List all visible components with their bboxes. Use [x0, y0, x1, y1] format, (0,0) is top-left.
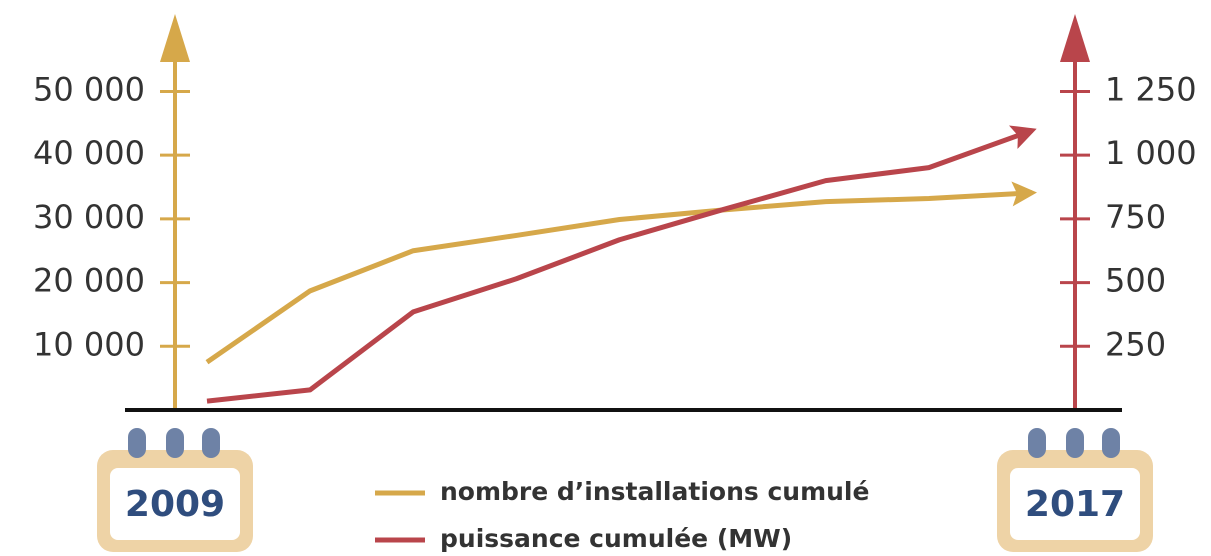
calendar-start: [97, 428, 253, 552]
legend-label: puissance cumulée (MW): [440, 524, 792, 553]
x-tick-label: 2017: [1025, 484, 1125, 525]
y-tick-label: 40 000: [33, 134, 145, 172]
legend-label: nombre d’installations cumulé: [440, 477, 869, 506]
series-line: [206, 125, 1037, 404]
y-tick-label: 10 000: [33, 325, 145, 363]
calendar-end: [997, 428, 1153, 552]
y2-tick-label: 1 250: [1105, 70, 1197, 108]
series-line: [205, 181, 1037, 365]
y2-tick-label: 500: [1105, 262, 1166, 300]
y-tick-label: 50 000: [33, 70, 145, 108]
y-tick-label: 30 000: [33, 198, 145, 236]
right-axis: [1060, 14, 1090, 410]
left-axis: [160, 14, 190, 410]
y2-tick-label: 250: [1105, 325, 1166, 363]
y2-tick-label: 1 000: [1105, 134, 1197, 172]
y-tick-label: 20 000: [33, 262, 145, 300]
y2-tick-label: 750: [1105, 198, 1166, 236]
x-tick-label: 2009: [125, 484, 225, 525]
